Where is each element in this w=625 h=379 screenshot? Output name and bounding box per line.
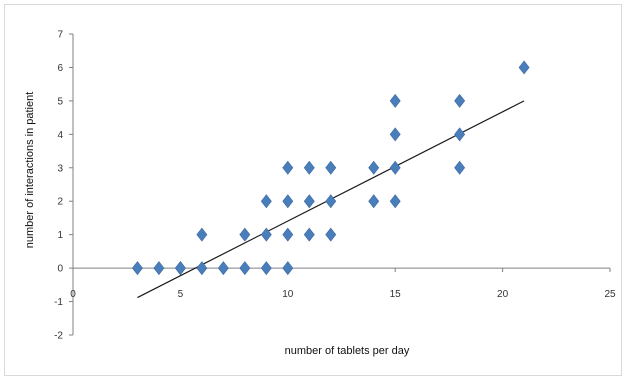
data-point [389, 127, 401, 142]
y-tick-label: 6 [57, 63, 63, 74]
data-point [131, 261, 143, 276]
data-point [325, 160, 337, 175]
data-point [454, 127, 466, 142]
tick-labels: -2 -1 0 1 2 3 4 5 6 7 0 5 10 15 20 25 [54, 30, 616, 342]
y-tick-label: 0 [57, 264, 63, 275]
y-tick-label: -2 [54, 331, 63, 342]
x-tick-label: 25 [604, 289, 616, 300]
data-point [389, 194, 401, 209]
chart-frame: -2 -1 0 1 2 3 4 5 6 7 0 5 10 15 20 25 number of tablets… [4, 4, 622, 376]
data-point [260, 261, 272, 276]
data-point [325, 194, 337, 209]
data-point [303, 160, 315, 175]
data-point [303, 227, 315, 242]
y-tick-label: 3 [57, 163, 63, 174]
data-point [454, 160, 466, 175]
y-tick-label: -1 [54, 297, 63, 308]
x-tick-label: 5 [178, 289, 184, 300]
y-tick-label: 4 [57, 130, 63, 141]
data-point [325, 227, 337, 242]
y-tick-label: 1 [57, 230, 63, 241]
data-point [260, 227, 272, 242]
x-tick-label: 0 [70, 289, 76, 300]
data-point [239, 261, 251, 276]
data-point [174, 261, 186, 276]
data-point [196, 261, 208, 276]
data-point [282, 227, 294, 242]
data-point [282, 261, 294, 276]
data-point [454, 93, 466, 108]
y-tick-label: 5 [57, 96, 63, 107]
data-point [153, 261, 165, 276]
data-point [368, 194, 380, 209]
data-point [518, 60, 530, 75]
data-point [389, 160, 401, 175]
data-point [368, 160, 380, 175]
x-tick-label: 10 [282, 289, 294, 300]
data-point [260, 194, 272, 209]
x-tick-label: 15 [390, 289, 402, 300]
data-point [303, 194, 315, 209]
y-tick-label: 2 [57, 197, 63, 208]
data-point [239, 227, 251, 242]
data-point [217, 261, 229, 276]
data-point [282, 160, 294, 175]
data-point [282, 194, 294, 209]
x-axis-title: number of tablets per day [285, 345, 410, 357]
data-point [196, 227, 208, 242]
y-axis-title: number of interactions in patient [24, 92, 36, 249]
data-points [131, 60, 530, 276]
data-point [389, 93, 401, 108]
axes [69, 33, 611, 336]
x-tick-label: 20 [497, 289, 509, 300]
y-tick-label: 7 [57, 30, 63, 41]
scatter-chart: -2 -1 0 1 2 3 4 5 6 7 0 5 10 15 20 25 number of tablets… [24, 30, 616, 358]
